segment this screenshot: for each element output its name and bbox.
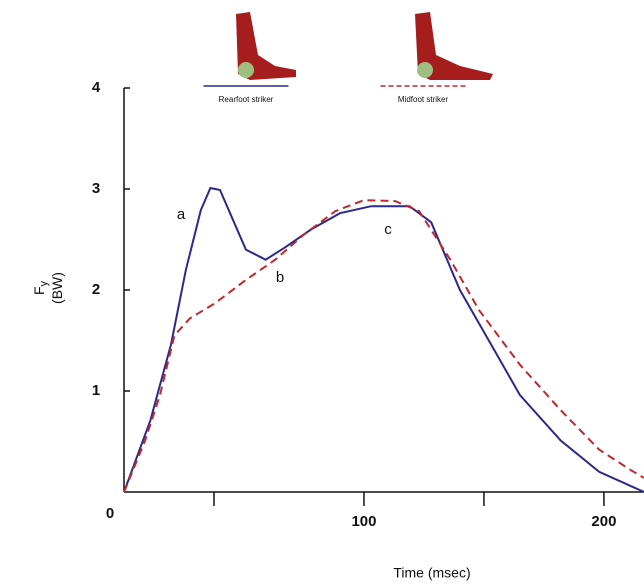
y-label-unit: (BW) (49, 272, 65, 304)
annotation: a (177, 206, 186, 223)
x-tick-label: 200 (591, 513, 616, 530)
chart: Fy(BW) Time (msec) 0 1 2 3 4 100 200 a b c Rearfoo… (0, 0, 644, 584)
y-tick-label: 2 (92, 281, 100, 298)
y-tick-label: 1 (92, 382, 100, 399)
legend-label: Midfoot striker (398, 95, 449, 104)
rearfoot-illustration (236, 12, 296, 80)
x-axis-label: Time (msec) (393, 565, 470, 581)
y-label-main: F (31, 286, 47, 295)
y-axis-label: Fy(BW) (31, 272, 65, 304)
annotation: b (276, 269, 284, 286)
midfoot-illustration (415, 12, 493, 80)
y-tick-label: 3 (92, 180, 100, 197)
annotation: c (384, 221, 392, 238)
x-tick-label: 100 (351, 513, 376, 530)
origin-label: 0 (106, 505, 114, 522)
legend-label: Rearfoot striker (219, 95, 274, 104)
y-tick-label: 4 (92, 79, 101, 96)
series-line (124, 200, 644, 492)
